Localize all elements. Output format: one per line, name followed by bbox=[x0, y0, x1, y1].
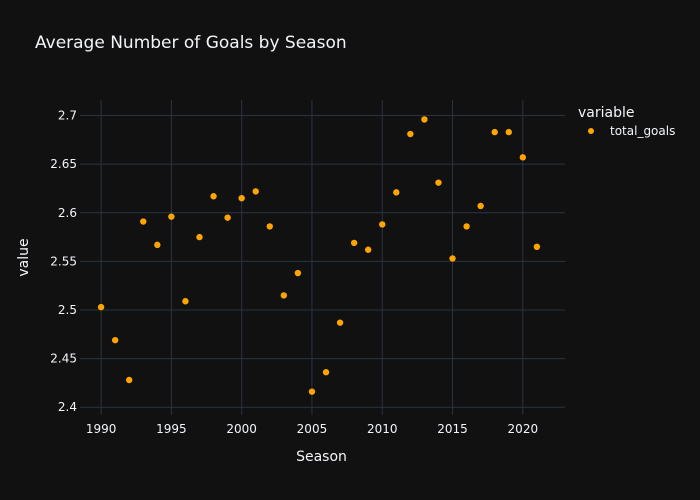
y-tick-label: 2.55 bbox=[50, 254, 77, 268]
legend-label: total_goals bbox=[610, 124, 676, 138]
data-point[interactable] bbox=[168, 213, 175, 220]
y-tick-label: 2.5 bbox=[58, 303, 77, 317]
point-layer bbox=[97, 116, 541, 395]
data-point[interactable] bbox=[154, 241, 161, 249]
grid-layer bbox=[80, 100, 565, 415]
data-point[interactable] bbox=[393, 189, 400, 196]
data-point[interactable] bbox=[294, 269, 302, 277]
data-point[interactable] bbox=[126, 376, 133, 384]
data-point[interactable] bbox=[140, 218, 147, 225]
data-point[interactable] bbox=[97, 303, 105, 311]
y-tick-label: 2.4 bbox=[58, 400, 77, 414]
data-point[interactable] bbox=[421, 116, 428, 123]
data-point[interactable] bbox=[477, 202, 484, 210]
data-point[interactable] bbox=[336, 319, 344, 326]
x-axis-title: Season bbox=[296, 449, 347, 465]
data-point[interactable] bbox=[519, 154, 527, 161]
data-point[interactable] bbox=[322, 369, 330, 376]
y-tick-label: 2.65 bbox=[50, 157, 77, 171]
legend-marker bbox=[588, 128, 594, 134]
data-point[interactable] bbox=[449, 255, 456, 262]
data-point[interactable] bbox=[210, 193, 217, 200]
x-tick-label: 2020 bbox=[508, 422, 539, 436]
x-tick-label: 2005 bbox=[297, 422, 328, 436]
data-point[interactable] bbox=[491, 128, 498, 136]
x-tick-label: 2010 bbox=[367, 422, 398, 436]
data-point[interactable] bbox=[379, 221, 386, 228]
data-point[interactable] bbox=[463, 223, 470, 230]
data-point[interactable] bbox=[111, 336, 119, 344]
data-point[interactable] bbox=[252, 188, 259, 195]
tick-layer: 1990 1995 2000 2005 2010 2015 2020 2.4 2.45 2.5 2.… bbox=[50, 109, 538, 436]
y-tick-label: 2.7 bbox=[58, 109, 77, 123]
data-point[interactable] bbox=[533, 243, 541, 251]
y-tick-label: 2.45 bbox=[50, 352, 77, 366]
x-tick-label: 2000 bbox=[226, 422, 257, 436]
x-tick-label: 1995 bbox=[156, 422, 187, 436]
data-point[interactable] bbox=[266, 223, 273, 230]
data-point[interactable] bbox=[182, 298, 189, 305]
data-point[interactable] bbox=[196, 233, 203, 241]
legend-title: variable bbox=[578, 105, 635, 121]
data-point[interactable] bbox=[435, 179, 442, 186]
chart-title: Average Number of Goals by Season bbox=[35, 33, 347, 53]
data-point[interactable] bbox=[364, 246, 372, 253]
data-point[interactable] bbox=[308, 388, 316, 395]
y-axis-title: value bbox=[16, 238, 32, 276]
legend-item-total-goals[interactable]: total_goals bbox=[588, 124, 675, 138]
data-point[interactable] bbox=[238, 194, 245, 202]
data-point[interactable] bbox=[350, 239, 358, 247]
data-point[interactable] bbox=[224, 214, 231, 221]
x-tick-label: 1990 bbox=[86, 422, 117, 436]
data-point[interactable] bbox=[407, 130, 414, 138]
data-point[interactable] bbox=[505, 128, 512, 136]
y-tick-label: 2.6 bbox=[58, 206, 77, 220]
x-tick-label: 2015 bbox=[437, 422, 468, 436]
data-point[interactable] bbox=[280, 292, 288, 299]
